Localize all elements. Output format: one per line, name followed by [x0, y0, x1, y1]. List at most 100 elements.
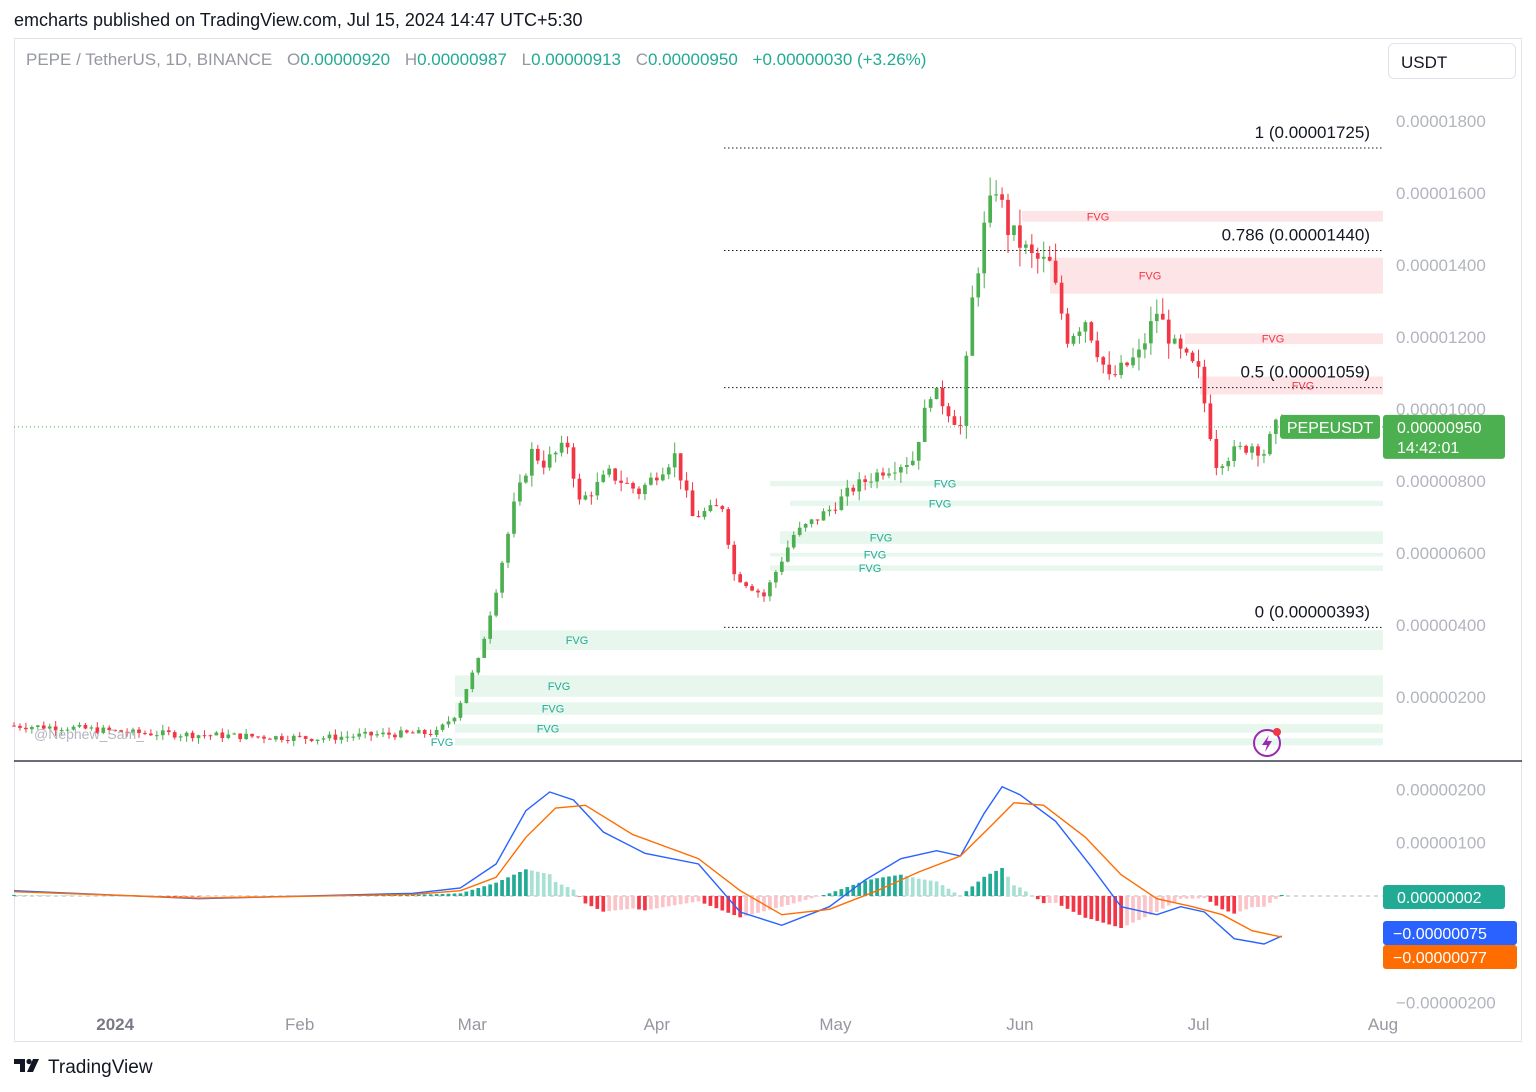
- candle-body: [357, 733, 362, 737]
- macd-histogram-bar: [1047, 896, 1052, 903]
- candle-body: [1149, 321, 1153, 344]
- macd-histogram-bar: [1059, 896, 1064, 906]
- candle-body: [488, 615, 493, 639]
- time-axis-tick: Jul: [1188, 1015, 1210, 1034]
- candle-body: [589, 495, 594, 497]
- macd-histogram-bar: [565, 887, 570, 896]
- candle-body: [684, 480, 689, 491]
- high-label: H: [404, 50, 418, 69]
- candle-body: [875, 472, 879, 482]
- macd-histogram-bar: [774, 896, 778, 909]
- macd-histogram-bar: [238, 896, 243, 897]
- signal-value: −0.00000077: [1393, 950, 1487, 967]
- candle-body: [35, 725, 40, 727]
- candle-body: [702, 511, 707, 517]
- time-axis-tick: Feb: [285, 1015, 314, 1034]
- fib-level-label: 0.5 (0.00001059): [1241, 363, 1371, 382]
- macd-histogram-bar: [833, 891, 838, 896]
- macd-histogram-bar: [202, 896, 207, 897]
- candle-body: [339, 736, 344, 740]
- macd-histogram-bar: [1196, 896, 1201, 899]
- macd-histogram-bar: [1119, 896, 1123, 928]
- candle-body: [857, 479, 862, 492]
- tradingview-logo[interactable]: TradingView: [14, 1056, 153, 1079]
- macd-histogram-bar: [1244, 896, 1248, 910]
- candle-body: [131, 729, 135, 733]
- candle-body: [994, 194, 998, 196]
- candle-body: [172, 732, 177, 738]
- fib-level-label: 0 (0.00000393): [1255, 602, 1370, 621]
- macd-histogram-bar: [178, 896, 183, 897]
- macd-histogram-bar: [1113, 896, 1117, 927]
- macd-histogram-bar: [1238, 896, 1242, 912]
- ohlc-legend: PEPE / TetherUS, 1D, BINANCE O0.00000920…: [26, 50, 926, 70]
- macd-histogram-bar: [916, 878, 921, 896]
- candle-body: [827, 509, 832, 512]
- fvg-zone: [780, 531, 1383, 544]
- fvg-zone: [770, 552, 1383, 557]
- candle-body: [512, 501, 516, 534]
- macd-histogram-bar: [244, 896, 248, 897]
- candle-body: [220, 732, 225, 738]
- candle-body: [970, 297, 975, 356]
- macd-histogram-bar: [946, 888, 951, 896]
- macd-histogram-bar: [119, 895, 123, 897]
- symbol-title[interactable]: PEPE / TetherUS, 1D, BINANCE: [26, 50, 273, 69]
- candle-body: [393, 734, 397, 738]
- macd-histogram-bar: [250, 896, 254, 897]
- low-value: 0.00000913: [531, 50, 621, 69]
- candle-body: [71, 726, 76, 730]
- macd-histogram-bar: [53, 895, 58, 896]
- candle-body: [1172, 338, 1177, 344]
- macd-histogram-bar: [690, 896, 695, 903]
- candle-body: [964, 355, 969, 426]
- macd-histogram-bar: [1232, 896, 1237, 914]
- macd-histogram-bar: [875, 878, 879, 896]
- candle-body: [934, 387, 939, 400]
- candle-body: [976, 273, 981, 298]
- macd-histogram-bar: [625, 896, 629, 910]
- candle-body: [1107, 364, 1112, 375]
- price-axis-tick: 0.00000600: [1396, 544, 1486, 563]
- macd-histogram-bar: [779, 896, 784, 907]
- macd-histogram-bar: [827, 893, 832, 896]
- macd-histogram-bar: [684, 896, 689, 904]
- macd-histogram-bar: [702, 896, 707, 904]
- candle-body: [345, 736, 350, 738]
- candle-body: [1137, 349, 1141, 358]
- macd-histogram-bar: [47, 895, 52, 896]
- macd-histogram-bar: [476, 888, 481, 896]
- candle-body: [190, 732, 195, 739]
- macd-histogram-bar: [41, 895, 46, 896]
- macd-histogram-bar: [1208, 896, 1213, 902]
- candle-body: [303, 736, 308, 739]
- candle-body: [535, 448, 540, 461]
- macd-histogram-bar: [524, 869, 528, 896]
- candle-body: [1000, 194, 1004, 200]
- macd-histogram-bar: [172, 896, 177, 897]
- macd-histogram-bar: [12, 894, 16, 896]
- currency-button[interactable]: USDT: [1388, 43, 1516, 79]
- macd-histogram-bar: [940, 885, 945, 896]
- candle-body: [1208, 403, 1213, 440]
- macd-axis-tick: 0.00000200: [1396, 780, 1486, 799]
- macd-histogram-bar: [1250, 896, 1254, 908]
- macd-histogram-bar: [1012, 885, 1016, 896]
- candle-body: [1143, 343, 1147, 350]
- candle-body: [851, 487, 856, 492]
- macd-value-tag-bg: [1383, 921, 1517, 945]
- macd-histogram-bar: [857, 882, 862, 896]
- histogram-value-tag-bg: [1383, 885, 1505, 909]
- candle-body: [601, 474, 606, 482]
- candle-body: [446, 721, 451, 725]
- macd-histogram-bar: [1268, 896, 1272, 903]
- candle-body: [887, 473, 891, 476]
- macd-histogram-bar: [660, 896, 665, 908]
- candle-body: [166, 730, 171, 733]
- macd-line: [13, 785, 1283, 945]
- macd-histogram-bar: [815, 896, 820, 897]
- candle-body: [30, 726, 34, 730]
- macd-histogram-bar: [434, 894, 439, 896]
- candle-body: [643, 484, 647, 495]
